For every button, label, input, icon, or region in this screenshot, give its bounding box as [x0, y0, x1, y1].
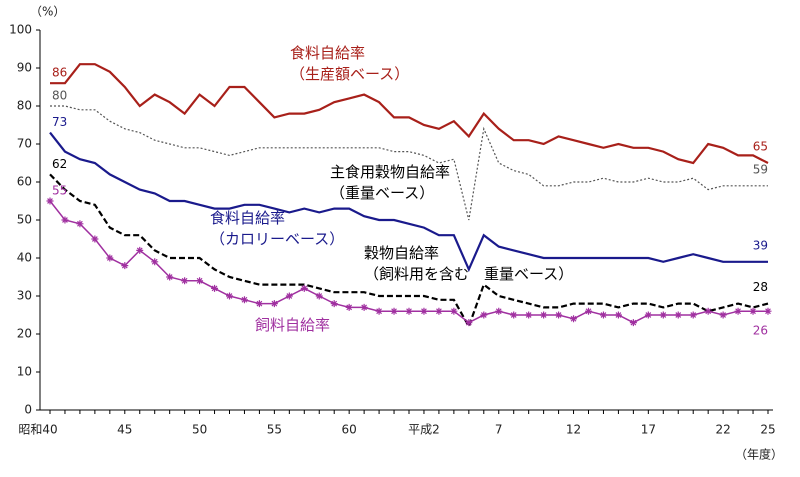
star-marker: [226, 292, 233, 300]
y-tick-label: 40: [17, 251, 32, 265]
series-name: 主食用穀物自給率 （重量ベース）: [330, 163, 451, 202]
y-tick-label: 90: [17, 61, 32, 75]
star-marker: [360, 303, 368, 311]
y-tick-label: 100: [9, 23, 32, 37]
star-marker: [659, 311, 667, 319]
y-tick-label: 20: [17, 327, 32, 341]
star-marker: [285, 292, 293, 300]
y-tick-label: 10: [17, 365, 32, 379]
end-value-label: 26: [753, 324, 768, 338]
y-tick-label: 30: [17, 289, 32, 303]
series-name: 飼料自給率: [255, 316, 331, 334]
star-marker: [345, 303, 353, 311]
start-value-label: 55: [52, 184, 67, 198]
x-tick-label: 50: [192, 423, 207, 437]
star-marker: [390, 307, 398, 315]
series-line: [50, 105, 768, 221]
x-tick-label: 12: [566, 423, 581, 437]
series-name: 食料自給率 （カロリーベース）: [210, 209, 345, 248]
star-marker: [480, 311, 488, 319]
x-tick-label: 25: [760, 423, 775, 437]
star-marker: [240, 296, 248, 304]
star-marker: [255, 300, 263, 308]
star-marker: [525, 311, 533, 319]
y-tick-label: 70: [17, 137, 32, 151]
x-tick-label: 17: [641, 423, 656, 437]
x-tick-label: 55: [267, 423, 282, 437]
end-value-label: 39: [753, 238, 768, 252]
star-marker: [420, 307, 428, 315]
star-marker: [719, 311, 727, 319]
star-marker: [585, 307, 592, 315]
series-line: [49, 131, 768, 273]
star-marker: [196, 277, 204, 285]
star-marker: [76, 220, 84, 228]
start-value-label: 80: [52, 89, 67, 103]
star-marker: [375, 307, 383, 315]
x-tick-label: 平成2: [408, 423, 440, 437]
star-marker: [46, 197, 54, 205]
series-line: [49, 173, 769, 330]
end-value-label: 59: [753, 162, 768, 176]
star-marker: [570, 315, 578, 323]
y-tick-label: 0: [24, 403, 32, 417]
y-tick-label: 60: [17, 175, 32, 189]
star-marker: [91, 235, 99, 243]
star-marker: [106, 254, 114, 262]
star-marker: [61, 216, 69, 224]
star-marker: [644, 311, 652, 319]
star-marker: [270, 300, 278, 308]
star-marker: [315, 292, 323, 300]
start-value-label: 73: [52, 115, 67, 129]
star-marker: [405, 307, 413, 315]
star-marker: [450, 307, 458, 315]
star-marker: [510, 311, 518, 319]
series-line: [50, 63, 769, 165]
x-tick-label: 22: [715, 423, 730, 437]
end-value-label: 65: [753, 140, 768, 154]
star-marker: [181, 277, 189, 285]
star-marker: [540, 311, 548, 319]
star-marker: [121, 262, 129, 270]
star-marker: [465, 319, 473, 327]
star-marker: [435, 307, 443, 315]
star-marker: [330, 300, 338, 308]
star-marker: [614, 311, 622, 319]
x-unit: （年度）: [735, 447, 783, 462]
y-tick-label: 50: [17, 213, 32, 227]
star-marker: [764, 307, 772, 315]
star-marker: [211, 284, 219, 292]
star-marker: [495, 307, 503, 315]
end-value-label: 28: [753, 280, 768, 294]
x-tick-label: 昭和40: [18, 423, 57, 437]
star-marker: [629, 319, 637, 327]
star-marker: [300, 284, 308, 292]
x-tick-label: 60: [342, 423, 357, 437]
star-marker: [689, 311, 697, 319]
star-marker: [151, 258, 159, 266]
x-tick-label: 45: [117, 423, 132, 437]
x-tick-label: 7: [495, 423, 503, 437]
y-unit: （%）: [30, 5, 65, 19]
star-marker: [166, 273, 174, 281]
star-marker: [749, 307, 757, 315]
star-marker: [704, 307, 712, 315]
star-marker: [599, 311, 607, 319]
start-value-label: 86: [52, 66, 67, 80]
star-marker: [734, 307, 742, 315]
start-value-label: 62: [52, 157, 67, 171]
y-tick-label: 80: [17, 99, 32, 113]
series-name: 食料自給率 （生産額ベース）: [290, 44, 410, 83]
star-marker: [674, 311, 682, 319]
star-marker: [555, 311, 563, 319]
series-name: 穀物自給率 （飼料用を含む 重量ベース）: [364, 244, 574, 283]
star-marker: [136, 246, 144, 254]
